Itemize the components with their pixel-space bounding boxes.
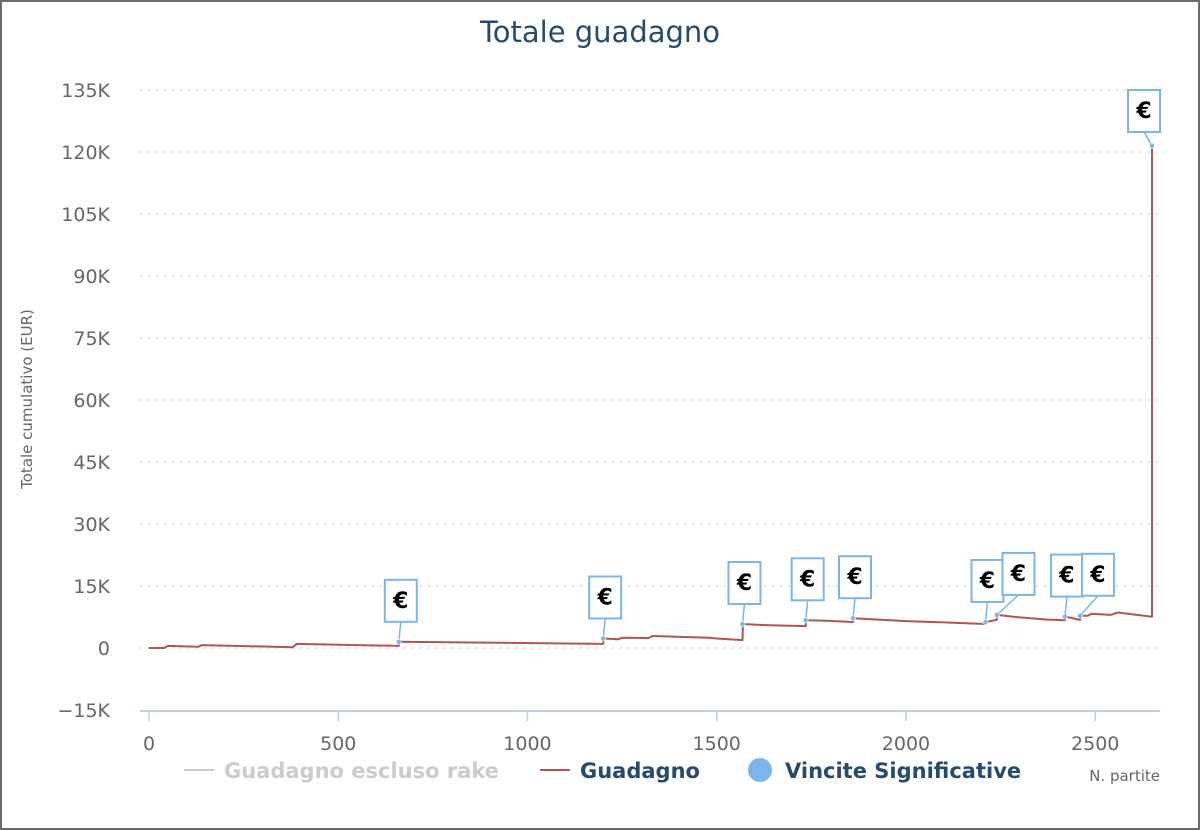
x-axis-title: N. partite (1089, 767, 1160, 785)
legend-item-guadagno-escluso-rake[interactable]: Guadagno escluso rake (184, 759, 499, 783)
flag-point (802, 617, 809, 624)
vincita-flag[interactable]: € (383, 578, 418, 645)
flag-point (600, 635, 607, 642)
vincita-flag[interactable]: € (1049, 553, 1084, 620)
flag-point (739, 621, 746, 627)
flag-box (727, 561, 762, 606)
flag-box (790, 557, 825, 602)
flag-point (1149, 142, 1155, 149)
flag-connector (1079, 595, 1099, 617)
vincita-flag[interactable]: € (993, 551, 1036, 618)
legend-item-vincite-significative[interactable]: Vincite Significative (748, 758, 1021, 783)
x-tick-label: 0 (143, 733, 155, 755)
vincita-flag[interactable]: € (790, 557, 825, 624)
vincita-flag[interactable]: € (727, 561, 762, 627)
vincita-flag[interactable]: € (1077, 552, 1115, 619)
flag-point (982, 619, 989, 625)
y-axis-title: Totale cumulativo (EUR) (18, 309, 36, 490)
flag-label: € (736, 571, 752, 596)
flag-label: € (979, 569, 995, 594)
flag-label: € (597, 585, 613, 610)
legend-label: Guadagno escluso rake (224, 759, 499, 783)
y-tick-label: −15K (57, 700, 110, 722)
y-tick-label: 30K (73, 514, 110, 536)
vincita-flag[interactable]: € (1127, 89, 1161, 149)
flag-connector (1064, 596, 1068, 617)
flag-point (1077, 612, 1083, 619)
vincite-flags: € € € € € € € € € € (383, 89, 1161, 645)
flag-connector (602, 618, 606, 639)
flag-box (383, 578, 418, 623)
flag-box (1080, 552, 1115, 597)
y-tick-label: 120K (61, 142, 110, 164)
flag-label: € (1010, 562, 1026, 587)
flag-point (1062, 613, 1068, 620)
flag-box (1127, 89, 1161, 133)
flag-box (1001, 551, 1036, 596)
flag-connector (984, 601, 989, 623)
flag-label: € (1089, 563, 1105, 588)
flag-box (837, 555, 872, 600)
flag-connector (804, 600, 809, 621)
x-tick-label: 2000 (882, 733, 930, 755)
flag-point (395, 638, 402, 645)
x-tick-label: 1500 (693, 733, 741, 755)
vincita-flag[interactable]: € (837, 555, 872, 622)
flag-connector (741, 603, 746, 625)
flag-label: € (846, 565, 862, 590)
x-tick-label: 1000 (503, 733, 551, 755)
y-tick-label: 105K (61, 204, 110, 226)
legend-label: Vincite Significative (785, 759, 1021, 783)
flag-point (993, 612, 1000, 618)
y-tick-label: 135K (61, 80, 110, 102)
flag-label: € (799, 567, 815, 592)
x-tick-label: 500 (320, 733, 356, 755)
vincita-flag[interactable]: € (970, 558, 1005, 625)
y-tick-label: 60K (73, 390, 110, 412)
y-tick-label: 0 (98, 638, 110, 660)
y-tick-label: 75K (73, 328, 110, 350)
y-tick-label: 90K (73, 266, 110, 288)
flag-connector (398, 621, 402, 642)
flag-label: € (392, 589, 408, 614)
flag-point (850, 615, 856, 622)
flag-box (588, 575, 623, 620)
flag-connector (852, 598, 856, 619)
chart-title: Totale guadagno (479, 15, 720, 49)
legend-label: Guadagno (580, 759, 700, 783)
legend: Guadagno escluso rake Guadagno Vincite Sig… (184, 758, 1021, 783)
vincita-flag[interactable]: € (588, 575, 623, 642)
y-tick-label: 45K (73, 452, 110, 474)
y-tick-labels: −15K 0 15K 30K 45K 60K 75K 90K 105K 120K 135K (57, 80, 110, 722)
x-tick-label: 2500 (1071, 733, 1119, 755)
x-tick-labels: 0 500 1000 1500 2000 2500 (140, 710, 1160, 755)
flag-connector (996, 594, 1019, 616)
legend-symbol-dot (748, 758, 772, 782)
flag-label: € (1058, 564, 1074, 589)
y-tick-label: 15K (73, 576, 110, 598)
flag-label: € (1135, 99, 1151, 124)
legend-item-guadagno[interactable]: Guadagno (540, 759, 700, 783)
